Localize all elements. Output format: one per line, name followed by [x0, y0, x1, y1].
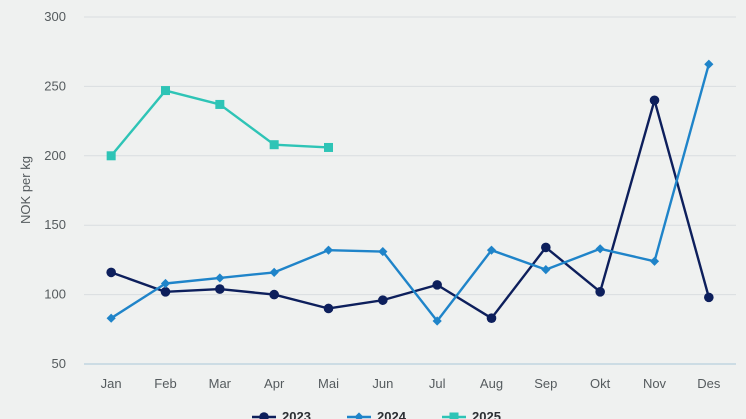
legend-label: 2023	[282, 409, 311, 419]
y-axis-ticks: 50 100 150 200 250 300	[44, 9, 66, 371]
x-tick-label: Nov	[643, 376, 667, 391]
data-point	[106, 151, 116, 161]
data-point	[649, 95, 660, 106]
data-point	[486, 313, 497, 323]
x-tick-label: Apr	[264, 376, 285, 391]
legend-item-2025: 2025	[442, 409, 501, 419]
legend-label: 2024	[377, 409, 407, 419]
x-tick-label: Aug	[480, 376, 503, 391]
legend-item-2023: 2023	[252, 409, 311, 419]
data-point	[323, 303, 334, 314]
data-point	[541, 265, 551, 275]
x-tick-label: Sep	[534, 376, 557, 391]
x-tick-label: Des	[697, 376, 721, 391]
legend-label: 2025	[472, 409, 501, 419]
y-tick-label: 300	[44, 9, 66, 24]
x-tick-label: Mar	[209, 376, 232, 391]
data-point	[161, 86, 170, 96]
data-point	[432, 280, 442, 290]
data-point	[324, 142, 333, 152]
y-axis-label: NOK per kg	[18, 156, 33, 224]
data-point	[378, 295, 388, 305]
series-layer	[106, 59, 714, 326]
x-tick-label: Feb	[154, 376, 176, 391]
gridlines	[84, 16, 736, 365]
y-tick-label: 250	[44, 78, 66, 93]
data-point	[486, 245, 497, 255]
x-tick-label: Jul	[429, 376, 446, 391]
y-tick-label: 100	[44, 287, 66, 302]
data-point	[215, 273, 225, 283]
data-point	[432, 316, 442, 326]
data-point	[378, 246, 388, 257]
legend-swatch-marker	[449, 412, 459, 419]
x-tick-label: Okt	[590, 376, 611, 391]
x-tick-label: Jun	[372, 376, 393, 391]
data-point	[160, 287, 171, 297]
x-tick-label: Mai	[318, 376, 339, 391]
x-axis-ticks: Jan Feb Mar Apr Mai Jun Jul Aug Sep Okt Nov Des	[101, 376, 721, 391]
series-2023	[106, 95, 714, 323]
data-point	[106, 313, 116, 323]
data-point	[269, 289, 279, 300]
data-point	[595, 287, 605, 297]
data-point	[649, 256, 660, 266]
legend-item-2024: 2024	[347, 409, 407, 419]
data-point	[269, 140, 279, 150]
series-line-2023	[109, 99, 711, 320]
y-tick-label: 150	[44, 217, 66, 232]
series-2025	[106, 86, 333, 161]
x-tick-label: Jan	[101, 376, 122, 391]
legend: 2023 2024 2025	[252, 409, 501, 419]
legend-swatch-marker	[259, 412, 269, 419]
data-point	[595, 244, 605, 254]
data-point	[215, 99, 225, 109]
data-point	[704, 292, 714, 303]
data-point	[106, 267, 116, 278]
data-point	[704, 59, 714, 69]
data-point	[269, 267, 279, 277]
data-point	[323, 245, 334, 255]
data-point	[160, 278, 171, 289]
data-point	[215, 284, 225, 294]
data-point	[541, 242, 551, 253]
legend-swatch-marker	[354, 412, 364, 419]
series-2024	[106, 59, 714, 326]
series-line-2024	[109, 62, 711, 323]
y-tick-label: 200	[44, 148, 66, 163]
y-tick-label: 50	[52, 356, 66, 371]
